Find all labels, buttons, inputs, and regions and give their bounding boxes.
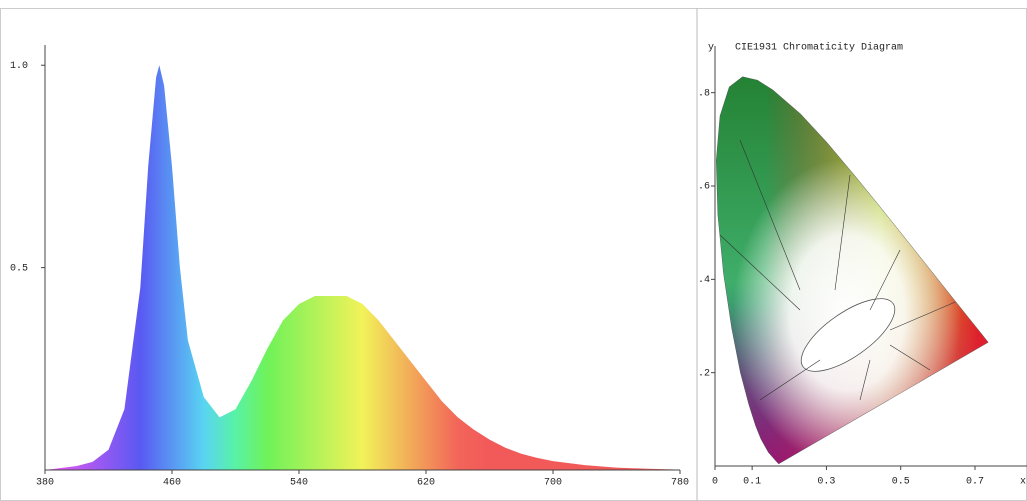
- x-tick-label: 0.5: [892, 477, 910, 488]
- x-tick-label: 0: [712, 477, 718, 488]
- y-tick-label: .8: [698, 88, 710, 99]
- spectrum-area: [45, 65, 680, 470]
- x-tick-label: 0.1: [743, 477, 761, 488]
- x-tick-label: 0.3: [817, 477, 835, 488]
- x-tick-label: 460: [163, 478, 181, 489]
- x-tick-label: 540: [290, 478, 308, 489]
- chart-title: CIE1931 Chromaticity Diagram: [735, 42, 903, 54]
- chart: y CIE1931 Chromaticity Diagram x 380 460 5…: [0, 0, 1027, 501]
- y-axis-label: y: [708, 43, 714, 54]
- x-axis-label: x: [1020, 477, 1026, 488]
- y-tick-label: .2: [698, 368, 710, 379]
- x-tick-label: 620: [417, 478, 435, 489]
- y-tick-label: 0.5: [10, 263, 28, 274]
- x-tick-label: 700: [544, 478, 562, 489]
- cie-fill: [700, 40, 1027, 480]
- x-tick-label: 380: [36, 478, 54, 489]
- y-tick-label: .6: [698, 182, 710, 193]
- y-tick-label: .4: [698, 275, 710, 286]
- y-tick-label: 1.0: [10, 61, 28, 72]
- x-tick-label: 0.7: [966, 477, 984, 488]
- x-tick-label: 780: [671, 478, 689, 489]
